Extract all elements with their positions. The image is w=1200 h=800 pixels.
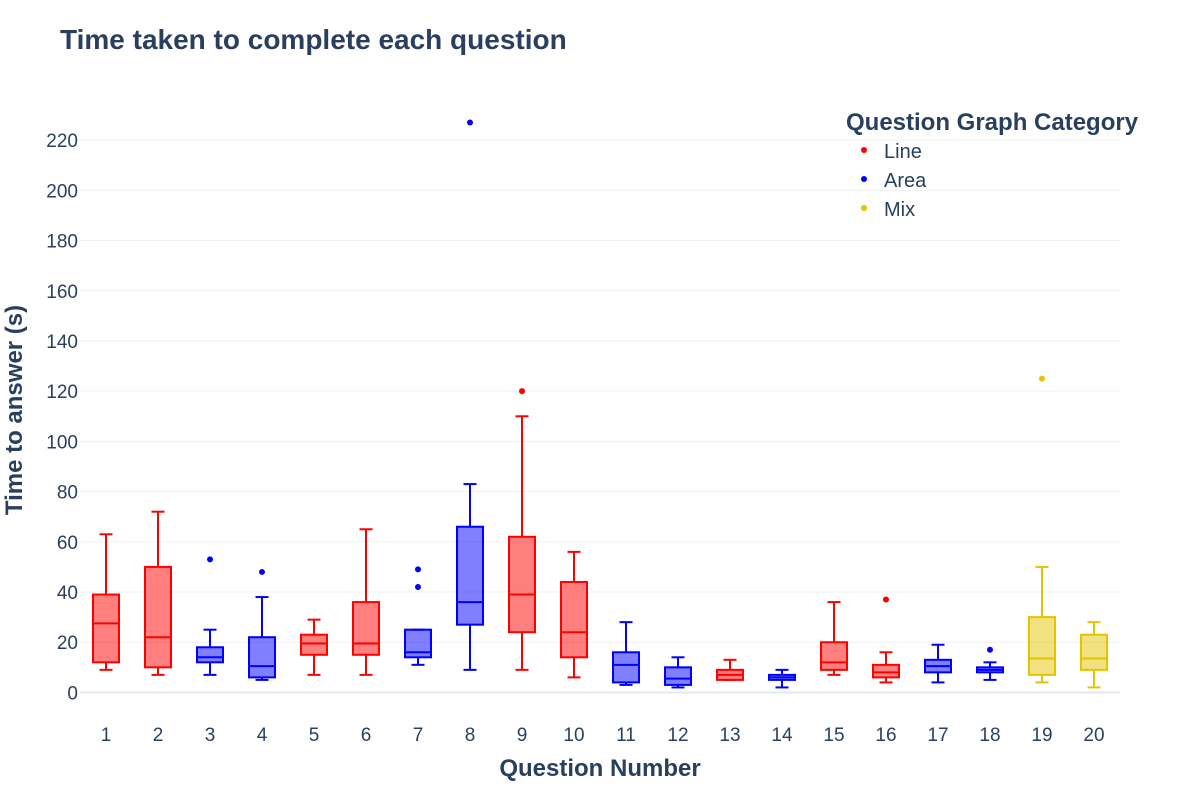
box-iqr: [508, 535, 536, 634]
box-q20: [1080, 621, 1108, 689]
x-tick-label: 6: [361, 725, 372, 746]
x-axis-ticks: 1 2 3 4 5 6 7 8 9 10 11 12 13 14 15 16 17 18 19 20: [101, 725, 1105, 746]
box-q1: [92, 533, 120, 671]
y-tick-label: 0: [67, 683, 78, 704]
box-q11: [612, 621, 640, 686]
x-tick-label: 3: [205, 725, 216, 746]
legend-marker: [861, 205, 867, 211]
x-tick-label: 2: [153, 725, 164, 746]
box-iqr: [560, 580, 588, 659]
y-tick-label: 220: [46, 131, 78, 152]
box-iqr: [92, 593, 120, 664]
box-iqr: [456, 525, 484, 626]
outlier-point: [1039, 375, 1045, 382]
x-tick-label: 9: [517, 725, 528, 746]
y-tick-label: 100: [46, 432, 78, 453]
legend-marker: [861, 176, 867, 182]
legend-label: Mix: [884, 199, 915, 221]
grid-lines: [80, 139, 1120, 694]
x-tick-label: 16: [875, 725, 896, 746]
box-q10: [560, 550, 588, 679]
boxes: [92, 119, 1108, 689]
x-tick-label: 8: [465, 725, 476, 746]
outlier-point: [259, 568, 265, 575]
x-tick-label: 10: [563, 725, 584, 746]
x-tick-label: 5: [309, 725, 320, 746]
box-q12: [664, 656, 692, 689]
box-iqr: [820, 641, 848, 671]
legend-marker: [861, 147, 867, 153]
box-q19: [1028, 375, 1056, 684]
x-tick-label: 20: [1083, 725, 1104, 746]
y-tick-label: 80: [57, 483, 78, 504]
box-q9: [508, 388, 536, 671]
box-iqr: [664, 666, 692, 686]
legend-item-mix[interactable]: Mix: [861, 199, 915, 221]
y-tick-label: 180: [46, 232, 78, 253]
box-q6: [352, 528, 380, 676]
box-q8: [456, 119, 484, 671]
chart-title: Time taken to complete each question: [60, 24, 567, 55]
y-tick-label: 120: [46, 382, 78, 403]
box-iqr: [144, 565, 172, 669]
outlier-point: [519, 388, 525, 395]
outlier-point: [987, 646, 993, 653]
legend-item-line[interactable]: Line: [861, 141, 922, 163]
x-axis-title: Question Number: [499, 755, 700, 782]
box-q18: [976, 646, 1004, 681]
x-tick-label: 1: [101, 725, 112, 746]
x-tick-label: 11: [616, 725, 636, 746]
box-q17: [924, 643, 952, 684]
outlier-point: [415, 584, 421, 591]
x-tick-label: 17: [927, 725, 948, 746]
box-q2: [144, 510, 172, 676]
box-q5: [300, 618, 328, 676]
y-axis-ticks: 0 20 40 60 80 100 120 140 160 180 200 220: [46, 131, 78, 704]
box-q7: [404, 566, 432, 666]
box-q3: [196, 556, 224, 676]
y-tick-label: 200: [46, 181, 78, 202]
x-tick-label: 4: [257, 725, 268, 746]
x-tick-label: 14: [771, 725, 793, 746]
y-tick-label: 160: [46, 282, 78, 303]
box-iqr: [248, 636, 276, 679]
x-tick-label: 7: [413, 725, 424, 746]
box-q14: [768, 668, 796, 689]
legend[interactable]: Question Graph Category Line Area Mix: [846, 109, 1139, 221]
x-tick-label: 13: [719, 725, 740, 746]
box-iqr: [1080, 633, 1108, 671]
box-iqr: [1028, 616, 1056, 676]
y-tick-label: 20: [57, 633, 78, 654]
y-tick-label: 40: [57, 583, 78, 604]
legend-item-area[interactable]: Area: [861, 170, 927, 192]
x-tick-label: 12: [667, 725, 688, 746]
outlier-point: [467, 119, 473, 126]
x-tick-label: 15: [823, 725, 844, 746]
box-q4: [248, 568, 276, 681]
legend-title: Question Graph Category: [846, 109, 1139, 136]
outlier-point: [415, 566, 421, 573]
y-axis-title: Time to answer (s): [1, 305, 28, 515]
outlier-point: [207, 556, 213, 563]
box-iqr: [196, 646, 224, 664]
y-tick-label: 140: [46, 332, 78, 353]
box-iqr: [352, 601, 380, 656]
x-tick-label: 19: [1031, 725, 1052, 746]
box-q16: [872, 596, 900, 684]
legend-label: Area: [884, 170, 927, 192]
box-iqr: [872, 663, 900, 679]
outlier-point: [883, 596, 889, 603]
legend-label: Line: [884, 141, 922, 163]
y-tick-label: 60: [57, 533, 78, 554]
box-iqr: [612, 651, 640, 684]
box-q15: [820, 601, 848, 676]
x-tick-label: 18: [979, 725, 1000, 746]
box-iqr: [300, 633, 328, 656]
box-q13: [716, 658, 744, 681]
